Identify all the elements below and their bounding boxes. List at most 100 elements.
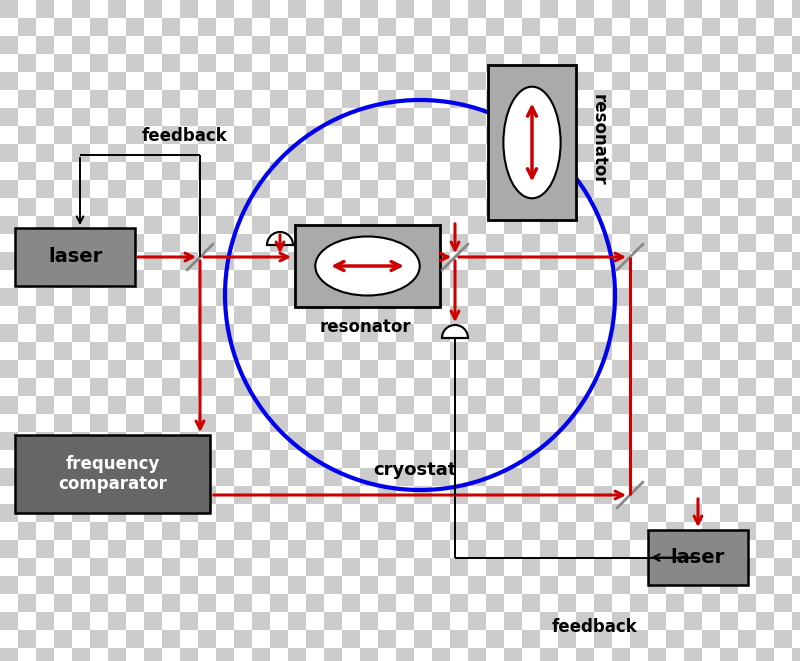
Bar — [252, 414, 270, 432]
Bar — [414, 144, 432, 162]
Bar — [144, 594, 162, 612]
Bar — [162, 180, 180, 198]
Bar — [720, 540, 738, 558]
Bar — [216, 504, 234, 522]
Bar — [324, 450, 342, 468]
Bar — [666, 306, 684, 324]
Bar — [720, 216, 738, 234]
Bar — [540, 288, 558, 306]
Bar — [36, 486, 54, 504]
Bar — [774, 630, 792, 648]
Bar — [36, 612, 54, 630]
Bar — [72, 306, 90, 324]
Bar — [414, 504, 432, 522]
Bar — [162, 198, 180, 216]
Bar — [612, 486, 630, 504]
Bar — [108, 360, 126, 378]
Bar — [504, 18, 522, 36]
Bar — [396, 360, 414, 378]
Bar — [90, 630, 108, 648]
Bar — [198, 630, 216, 648]
Bar — [414, 612, 432, 630]
Bar — [162, 540, 180, 558]
Bar — [702, 576, 720, 594]
Bar — [720, 162, 738, 180]
Bar — [216, 360, 234, 378]
Bar — [360, 396, 378, 414]
Bar — [450, 594, 468, 612]
Bar — [18, 630, 36, 648]
Bar — [90, 594, 108, 612]
Bar — [342, 216, 360, 234]
Bar — [144, 108, 162, 126]
Bar — [342, 612, 360, 630]
Bar — [756, 144, 774, 162]
Bar — [108, 324, 126, 342]
Bar — [684, 18, 702, 36]
Bar — [540, 342, 558, 360]
Bar — [774, 360, 792, 378]
Bar — [0, 324, 18, 342]
Bar — [630, 594, 648, 612]
Bar — [108, 612, 126, 630]
Bar — [288, 198, 306, 216]
Bar — [108, 468, 126, 486]
Bar — [18, 432, 36, 450]
Bar — [270, 558, 288, 576]
Bar — [666, 270, 684, 288]
Bar — [72, 558, 90, 576]
Bar — [252, 18, 270, 36]
Bar — [252, 234, 270, 252]
Bar — [612, 324, 630, 342]
Bar — [234, 630, 252, 648]
Bar — [36, 108, 54, 126]
Bar — [504, 612, 522, 630]
Bar — [234, 342, 252, 360]
Bar — [18, 378, 36, 396]
Bar — [666, 54, 684, 72]
Bar — [360, 540, 378, 558]
Bar — [108, 108, 126, 126]
Bar — [162, 54, 180, 72]
Bar — [648, 540, 666, 558]
Bar — [378, 36, 396, 54]
Bar — [774, 396, 792, 414]
Bar — [72, 504, 90, 522]
Bar — [126, 486, 144, 504]
Bar — [396, 108, 414, 126]
Bar — [432, 54, 450, 72]
Bar — [558, 288, 576, 306]
Bar — [540, 234, 558, 252]
Bar — [612, 108, 630, 126]
Bar — [324, 414, 342, 432]
Bar — [198, 594, 216, 612]
Bar — [486, 486, 504, 504]
Bar — [288, 306, 306, 324]
Bar — [144, 486, 162, 504]
Bar — [504, 0, 522, 18]
Bar — [702, 0, 720, 18]
Bar — [666, 342, 684, 360]
Bar — [378, 414, 396, 432]
Bar — [468, 288, 486, 306]
Bar — [234, 648, 252, 661]
Bar — [198, 90, 216, 108]
Bar — [126, 36, 144, 54]
Bar — [0, 432, 18, 450]
Bar — [198, 432, 216, 450]
Bar — [396, 432, 414, 450]
Bar — [252, 522, 270, 540]
Bar — [288, 180, 306, 198]
Bar — [756, 558, 774, 576]
Bar — [162, 468, 180, 486]
Bar — [270, 216, 288, 234]
Bar — [0, 648, 18, 661]
Bar — [630, 378, 648, 396]
Bar — [486, 576, 504, 594]
Bar — [666, 540, 684, 558]
Bar — [774, 216, 792, 234]
Bar — [756, 396, 774, 414]
Bar — [360, 612, 378, 630]
Bar — [792, 306, 800, 324]
Bar — [162, 270, 180, 288]
